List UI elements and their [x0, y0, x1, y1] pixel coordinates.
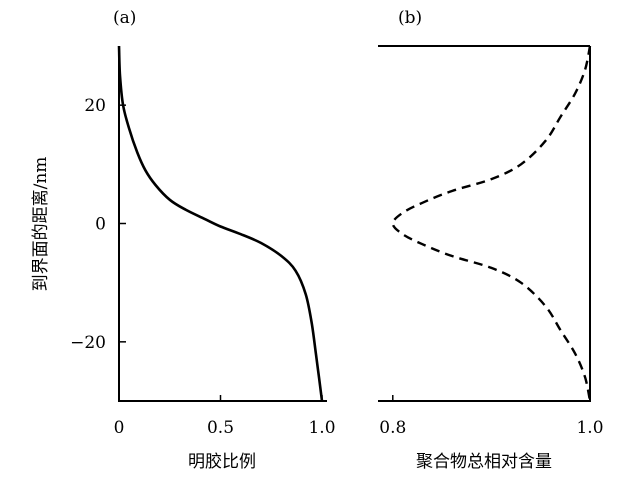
panel-a-x-tick-label: 0	[114, 418, 125, 438]
panel-a-x-axis-title: 明胶比例	[188, 452, 256, 472]
panel-a-label: (a)	[113, 8, 136, 28]
panel-a: (a) 20 0 −20 0 0.5 1.0 明胶比例 到界面的距离/nm	[31, 8, 336, 472]
panel-a-x-ticks: 0 0.5 1.0	[114, 395, 336, 438]
panel-a-series-line	[117, 45, 324, 402]
panel-b-x-tick-label: 1.0	[576, 418, 603, 438]
panel-b-label: (b)	[398, 8, 422, 28]
panel-a-y-tick-label: 20	[84, 96, 106, 116]
panel-b-x-axis-title: 聚合物总相对含量	[416, 452, 552, 472]
panel-a-y-tick-label: 0	[95, 215, 106, 235]
panel-a-y-ticks: 20 0 −20	[70, 96, 126, 353]
panel-a-x-tick-label: 1.0	[308, 418, 335, 438]
panel-a-y-tick-label: −20	[70, 333, 106, 353]
panel-b-series-line	[391, 45, 592, 402]
panel-b: (b) 0.8 1.0 聚合物总相对含量	[378, 8, 604, 472]
panel-b-x-tick-label: 0.8	[379, 418, 406, 438]
panel-b-x-ticks: 0.8 1.0	[379, 395, 604, 438]
panel-a-x-tick-label: 0.5	[207, 418, 234, 438]
panel-a-y-axis-title: 到界面的距离/nm	[31, 157, 51, 292]
